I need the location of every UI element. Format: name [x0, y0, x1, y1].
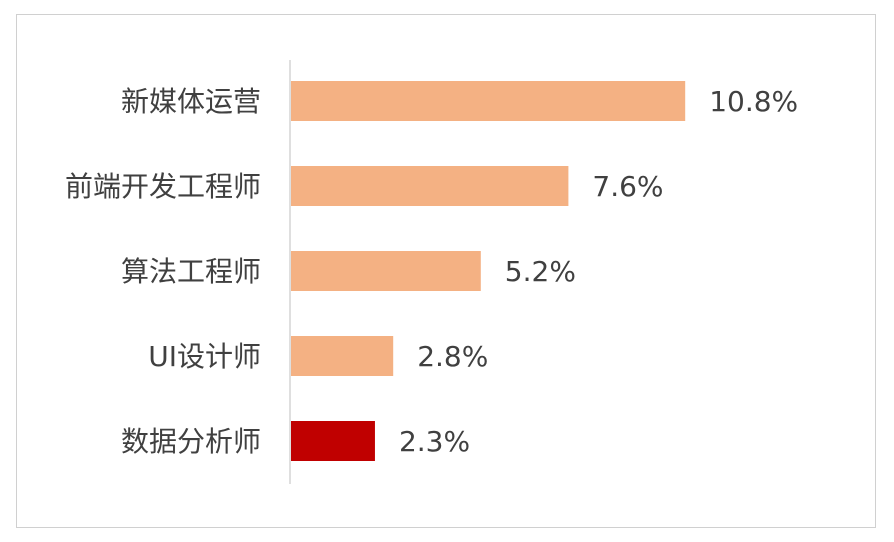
category-label-1: 前端开发工程师	[65, 170, 261, 203]
value-label-2: 5.2%	[505, 255, 576, 288]
bar-1	[291, 166, 569, 206]
category-label-4: 数据分析师	[121, 425, 261, 458]
value-label-1: 7.6%	[592, 170, 663, 203]
category-label-3: UI设计师	[148, 340, 261, 373]
value-label-0: 10.8%	[709, 85, 798, 118]
bar-2	[291, 251, 481, 291]
category-label-2: 算法工程师	[121, 255, 261, 288]
bar-3	[291, 336, 394, 376]
value-label-4: 2.3%	[399, 425, 470, 458]
bar-4	[291, 421, 375, 461]
category-label-0: 新媒体运营	[121, 85, 261, 118]
value-label-3: 2.8%	[417, 340, 488, 373]
bar-0	[291, 81, 686, 121]
